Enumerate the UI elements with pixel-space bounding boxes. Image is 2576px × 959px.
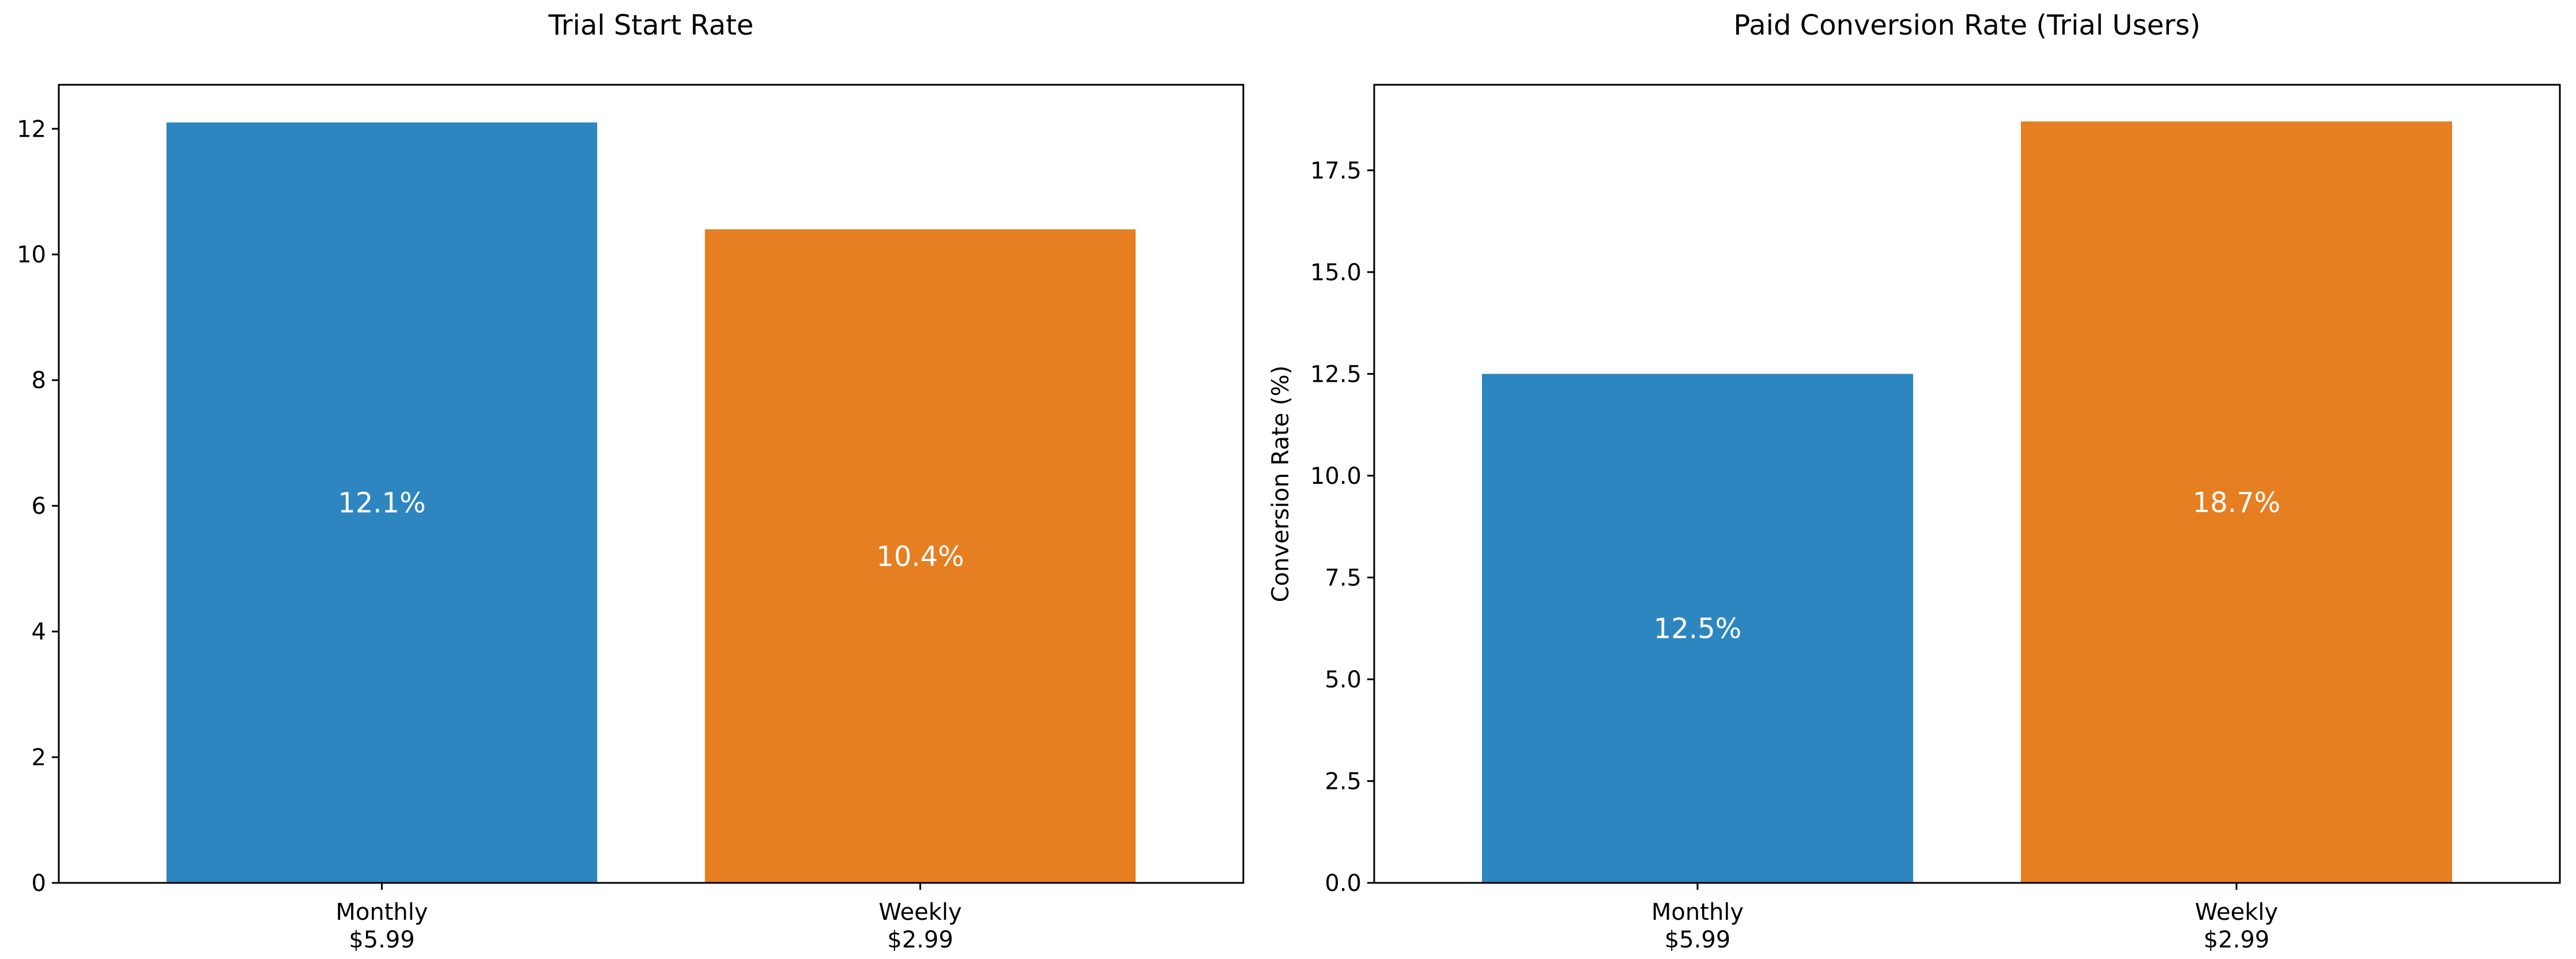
plot-frame (1373, 84, 2561, 884)
y-tick-label: 15.0 (1310, 260, 1361, 286)
y-tick-label: 10 (17, 242, 46, 268)
bar-value-label: 10.4% (876, 540, 964, 573)
bar-value-label: 12.5% (1654, 613, 1741, 645)
y-tick-label: 10.0 (1310, 463, 1361, 490)
paid-conversion-rate-chart: Paid Conversion Rate (Trial Users) 12.5% 1… (1268, 9, 2561, 953)
x-tick-label: Monthly $5.99 (1651, 899, 1744, 953)
bar-weekly (704, 229, 1136, 883)
x-tick-label: Monthly $5.99 (335, 899, 428, 953)
y-tick-label: 6 (32, 493, 46, 520)
chart-title: Paid Conversion Rate (Trial Users) (1733, 9, 2200, 42)
y-axis-label: Conversion Rate (%) (1268, 366, 1294, 603)
y-tick-label: 2 (32, 744, 46, 771)
x-tick-label: Weekly $2.99 (878, 899, 961, 953)
bar-monthly (1482, 374, 1913, 883)
y-tick-label: 2.5 (1325, 768, 1361, 795)
chart-title: Trial Start Rate (548, 9, 754, 42)
y-tick-label: 12 (17, 116, 46, 142)
bar-weekly (2021, 121, 2452, 883)
bar-value-label: 18.7% (2193, 487, 2280, 519)
plot-frame (58, 84, 1244, 884)
y-tick-label: 4 (32, 619, 46, 645)
bar-value-label: 12.1% (338, 487, 425, 520)
y-tick-label: 0.0 (1325, 870, 1361, 897)
bar-monthly (166, 122, 598, 883)
trial-start-rate-chart: Trial Start Rate 12.1% 10.4% 0 2 4 6 8 10 12 Month… (17, 9, 1244, 953)
y-tick-label: 0 (32, 870, 46, 897)
y-tick-label: 17.5 (1310, 157, 1361, 184)
y-tick-label: 5.0 (1325, 667, 1361, 693)
y-tick-label: 12.5 (1310, 361, 1361, 388)
y-tick-label: 8 (32, 367, 46, 394)
x-tick-label: Weekly $2.99 (2195, 899, 2278, 953)
y-tick-label: 7.5 (1325, 565, 1361, 591)
